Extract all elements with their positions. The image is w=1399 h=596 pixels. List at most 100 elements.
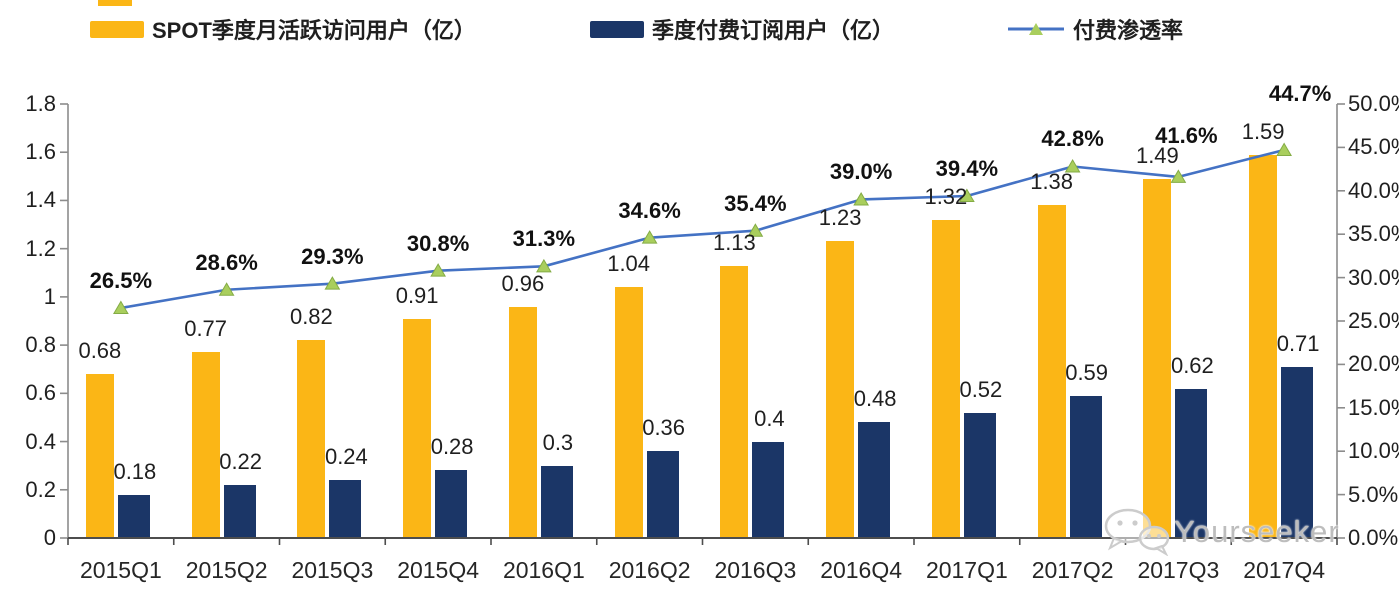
penetration-value-label: 39.0% <box>829 159 893 185</box>
penetration-marker <box>641 230 658 244</box>
subscriber-bar-value-label: 0.62 <box>1170 352 1214 378</box>
right-axis-tick-label: 20.0% <box>1348 351 1399 377</box>
left-axis-tick-label: 1.8 <box>25 91 56 116</box>
right-axis-tick-label: 15.0% <box>1348 394 1399 420</box>
subscriber-bar <box>435 470 468 538</box>
mau-bar <box>614 287 643 538</box>
subscriber-bar-value-label: 0.48 <box>853 386 897 412</box>
mau-bar <box>85 374 114 538</box>
right-axis-tick-label: 50.0% <box>1348 91 1399 116</box>
mau-bar-value-label: 1.59 <box>1241 118 1285 144</box>
x-axis-label: 2017Q2 <box>1031 557 1114 583</box>
left-axis-tick-label: 0 <box>43 525 56 550</box>
subscriber-bar-value-label: 0.28 <box>430 434 474 460</box>
penetration-value-label: 28.6% <box>195 249 258 275</box>
left-axis-tick-label: 0.8 <box>25 332 56 358</box>
penetration-value-label: 29.3% <box>301 243 364 269</box>
top-edge-artifact <box>98 0 132 6</box>
subscriber-bar <box>1069 395 1102 538</box>
subscriber-bar-value-label: 0.71 <box>1276 330 1320 356</box>
penetration-value-label: 34.6% <box>618 197 681 223</box>
mau-bar-value-label: 1.38 <box>1030 169 1074 195</box>
penetration-value-label: 26.5% <box>89 267 153 293</box>
subscriber-bar <box>1175 388 1208 538</box>
left-axis-tick-label: 1.6 <box>25 139 56 165</box>
subscriber-bar <box>1281 366 1314 538</box>
legend-item-mau: SPOT季度月活跃访问用户（亿） <box>90 14 476 44</box>
subscriber-bar-value-label: 0.59 <box>1065 359 1109 385</box>
legend-label-subscribers: 季度付费订阅用户（亿） <box>652 18 895 43</box>
left-axis-tick-label: 1.2 <box>25 235 56 261</box>
penetration-marker <box>1276 142 1293 157</box>
subscriber-bar <box>752 441 785 538</box>
subscriber-bar <box>858 422 891 538</box>
right-axis-tick-label: 30.0% <box>1348 264 1399 290</box>
subscriber-bar <box>963 412 996 538</box>
left-axis-tick-label: 1 <box>43 283 56 309</box>
x-axis-label: 2015Q1 <box>79 557 162 583</box>
penetration-marker <box>113 300 129 314</box>
right-axis-tick-label: 25.0% <box>1348 308 1399 333</box>
mau-bar <box>720 265 749 538</box>
x-axis-label: 2015Q4 <box>397 557 480 583</box>
subscriber-bar <box>117 494 150 538</box>
right-axis-tick-label: 45.0% <box>1348 134 1399 160</box>
right-axis-tick-label: 5.0% <box>1348 481 1399 507</box>
subscriber-bar-value-label: 0.24 <box>324 444 368 470</box>
x-axis-label: 2017Q4 <box>1243 557 1326 583</box>
legend-swatch-mau <box>90 20 144 38</box>
penetration-marker <box>1170 169 1187 183</box>
left-axis-tick-label: 0.4 <box>25 428 56 454</box>
right-axis-tick-label: 0.0% <box>1348 525 1399 550</box>
mau-bar-value-label: 0.82 <box>289 304 333 330</box>
subscriber-bar <box>329 480 362 538</box>
legend-swatch-subscribers <box>590 20 644 38</box>
legend-item-subscribers: 季度付费订阅用户（亿） <box>590 14 894 44</box>
left-axis-tick-label: 0.2 <box>25 476 56 502</box>
penetration-value-label: 39.4% <box>935 156 999 181</box>
mau-bar-value-label: 0.91 <box>395 282 439 308</box>
right-axis-tick-label: 35.0% <box>1348 221 1399 247</box>
x-axis-label: 2016Q3 <box>714 557 797 583</box>
penetration-value-label: 30.8% <box>406 230 470 256</box>
mau-bar <box>191 352 220 538</box>
penetration-value-label: 41.6% <box>1155 122 1218 148</box>
penetration-marker <box>430 263 446 277</box>
penetration-value-label: 31.3% <box>512 226 576 252</box>
mau-bar-value-label: 0.96 <box>501 270 545 296</box>
right-axis-tick-label: 10.0% <box>1348 438 1399 464</box>
mau-bar-value-label: 1.13 <box>712 229 756 255</box>
subscriber-bar-value-label: 0.3 <box>542 429 574 455</box>
mau-bar-value-label: 0.77 <box>184 316 228 342</box>
subscriber-bar-value-label: 0.18 <box>113 458 157 484</box>
x-axis-label: 2015Q2 <box>185 557 268 583</box>
penetration-marker <box>218 282 235 296</box>
x-axis-label: 2016Q1 <box>502 557 585 583</box>
subscriber-bar <box>223 484 256 538</box>
right-axis-tick-label: 40.0% <box>1348 177 1399 203</box>
mau-bar <box>297 340 326 538</box>
legend-label-penetration: 付费渗透率 <box>1073 18 1184 43</box>
x-axis-label: 2016Q2 <box>608 557 691 583</box>
penetration-value-label: 35.4% <box>724 190 787 216</box>
x-axis-label: 2015Q3 <box>291 557 374 583</box>
legend-item-penetration: 付费渗透率 <box>1007 14 1183 44</box>
mau-bar <box>508 306 537 538</box>
mau-bar <box>403 318 432 538</box>
x-axis-label: 2016Q4 <box>820 557 903 583</box>
penetration-line <box>120 148 1285 310</box>
legend-label-mau: SPOT季度月活跃访问用户（亿） <box>152 18 476 43</box>
legend-line-marker-icon <box>1008 23 1064 35</box>
penetration-value-label: 44.7% <box>1268 81 1332 106</box>
subscriber-bar-value-label: 0.4 <box>754 405 785 431</box>
subscriber-bar <box>540 465 573 538</box>
mau-bar-value-label: 1.49 <box>1135 142 1179 168</box>
penetration-marker <box>324 276 341 290</box>
subscriber-bar-value-label: 0.36 <box>642 415 686 441</box>
x-axis-label: 2017Q3 <box>1137 557 1220 583</box>
subscriber-bar-value-label: 0.52 <box>959 376 1003 402</box>
subscriber-bar <box>646 451 679 538</box>
left-axis-tick-label: 0.6 <box>25 380 56 406</box>
mau-bar-value-label: 0.68 <box>78 338 122 364</box>
